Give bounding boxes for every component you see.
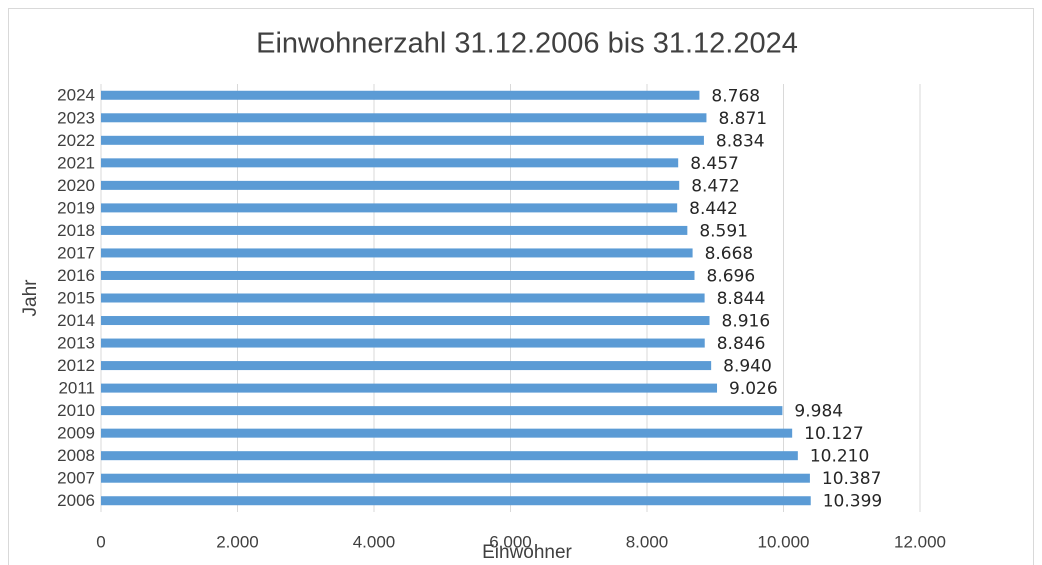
- bar: [101, 270, 695, 280]
- x-tick-label: 0: [96, 532, 105, 551]
- y-tick-label: 2023: [57, 108, 95, 127]
- bar: [101, 203, 678, 213]
- data-label: 10.210: [810, 447, 869, 467]
- y-tick-label: 2021: [57, 153, 95, 172]
- y-tick-label: 2017: [57, 243, 95, 262]
- bar: [101, 338, 705, 348]
- x-tick-label: 4.000: [353, 532, 396, 551]
- y-tick-label: 2018: [57, 221, 95, 240]
- data-label: 8.442: [689, 199, 738, 219]
- bar: [101, 316, 710, 326]
- bar: [101, 406, 783, 416]
- data-label: 9.026: [729, 379, 778, 399]
- data-label: 8.457: [690, 154, 739, 174]
- data-label: 8.834: [716, 131, 765, 151]
- data-label: 8.844: [717, 289, 766, 309]
- data-label: 8.871: [718, 109, 767, 129]
- bar: [101, 113, 707, 123]
- bar: [101, 473, 810, 483]
- bar: [101, 428, 793, 438]
- x-tick-label: 8.000: [626, 532, 669, 551]
- y-tick-label: 2013: [57, 334, 95, 353]
- bar: [101, 361, 712, 371]
- y-tick-label: 2019: [57, 198, 95, 217]
- bar: [101, 248, 693, 258]
- data-label: 8.916: [722, 312, 771, 332]
- bar: [101, 225, 688, 235]
- y-tick-label: 2022: [57, 131, 95, 150]
- x-tick-label: 2.000: [216, 532, 259, 551]
- bar: [101, 451, 798, 461]
- bar: [101, 135, 704, 145]
- y-tick-label: 2016: [57, 266, 95, 285]
- y-tick-label: 2008: [57, 446, 95, 465]
- bar: [101, 90, 700, 100]
- y-tick-label: 2006: [57, 491, 95, 510]
- y-axis-label: Jahr: [20, 279, 41, 317]
- y-tick-label: 2009: [57, 424, 95, 443]
- data-label: 8.940: [723, 357, 772, 377]
- x-tick-label: 12.000: [894, 532, 946, 551]
- bar: [101, 180, 680, 190]
- bar: [101, 496, 811, 506]
- data-label: 10.127: [804, 424, 863, 444]
- data-label: 9.984: [794, 402, 843, 422]
- x-tick-label: 6.000: [489, 532, 532, 551]
- data-label: 8.846: [717, 334, 766, 354]
- data-label: 10.399: [823, 492, 882, 512]
- y-tick-label: 2015: [57, 288, 95, 307]
- data-label: 8.591: [699, 221, 748, 241]
- y-tick-label: 2020: [57, 176, 95, 195]
- y-tick-label: 2014: [57, 311, 95, 330]
- x-tick-label: 10.000: [758, 532, 810, 551]
- bar: [101, 383, 718, 393]
- bar: [101, 158, 679, 168]
- y-tick-label: 2024: [57, 86, 95, 105]
- data-label: 8.472: [691, 176, 740, 196]
- bar: [101, 293, 705, 303]
- data-label: 8.668: [705, 244, 754, 264]
- data-label: 10.387: [822, 469, 881, 489]
- data-label: 8.768: [711, 86, 760, 106]
- y-tick-label: 2012: [57, 356, 95, 375]
- y-tick-label: 2010: [57, 401, 95, 420]
- data-label: 8.696: [707, 266, 756, 286]
- y-tick-label: 2011: [58, 379, 95, 398]
- y-tick-label: 2007: [57, 469, 95, 488]
- chart-frame: [8, 8, 1034, 565]
- x-axis-label: Einwohner: [482, 542, 572, 563]
- chart-title: Einwohnerzahl 31.12.2006 bis 31.12.2024: [256, 28, 798, 60]
